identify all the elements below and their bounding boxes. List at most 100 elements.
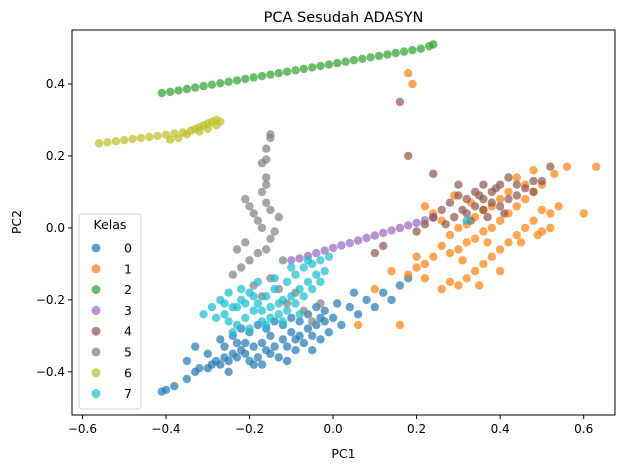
point-class-3 xyxy=(328,243,338,253)
point-class-5 xyxy=(266,133,275,143)
y-tick-label: 0.4 xyxy=(46,77,65,91)
point-class-2 xyxy=(383,50,392,59)
point-class-1 xyxy=(408,79,417,89)
point-class-2 xyxy=(166,87,175,97)
point-class-1 xyxy=(562,162,572,171)
point-class-4 xyxy=(529,176,538,186)
point-class-6 xyxy=(166,135,175,144)
point-class-4 xyxy=(437,205,446,215)
point-class-6 xyxy=(182,130,192,139)
point-class-7 xyxy=(287,263,296,272)
point-class-2 xyxy=(282,67,292,76)
point-class-1 xyxy=(454,281,463,290)
point-class-1 xyxy=(495,245,505,254)
point-class-3 xyxy=(370,231,379,240)
point-class-5 xyxy=(237,263,246,272)
point-class-3 xyxy=(353,236,363,245)
point-class-5 xyxy=(262,180,271,189)
point-class-0 xyxy=(387,295,396,305)
point-class-0 xyxy=(232,338,242,348)
point-class-0 xyxy=(316,313,325,323)
point-class-2 xyxy=(191,83,200,92)
point-class-0 xyxy=(170,382,179,391)
point-class-1 xyxy=(370,284,379,294)
point-class-0 xyxy=(224,367,233,376)
point-class-7 xyxy=(316,256,325,265)
point-class-5 xyxy=(245,202,254,211)
point-class-7 xyxy=(199,310,208,319)
point-class-7 xyxy=(266,313,275,323)
point-class-1 xyxy=(483,238,492,247)
point-class-1 xyxy=(454,223,463,233)
point-class-7 xyxy=(257,306,267,315)
point-class-0 xyxy=(232,353,242,362)
point-class-1 xyxy=(420,202,430,211)
point-class-7 xyxy=(211,313,221,323)
point-class-0 xyxy=(249,342,258,351)
point-class-1 xyxy=(404,69,413,78)
point-class-0 xyxy=(266,349,275,358)
point-class-6 xyxy=(174,133,183,143)
point-class-1 xyxy=(516,238,526,247)
point-class-5 xyxy=(308,317,317,326)
plot-area xyxy=(94,40,601,396)
point-class-0 xyxy=(337,320,346,330)
legend-title: Kelas xyxy=(94,217,127,232)
point-class-4 xyxy=(483,212,492,222)
point-class-1 xyxy=(550,169,559,179)
point-class-1 xyxy=(462,238,471,247)
y-tick-label: −0.4 xyxy=(36,365,65,379)
point-class-1 xyxy=(437,241,446,251)
point-class-7 xyxy=(249,292,258,301)
point-class-1 xyxy=(529,166,538,175)
point-class-5 xyxy=(316,299,325,308)
point-class-6 xyxy=(145,132,154,142)
point-class-7 xyxy=(262,320,271,330)
point-class-1 xyxy=(512,173,521,182)
point-class-1 xyxy=(470,266,480,276)
point-class-0 xyxy=(182,356,192,366)
point-class-1 xyxy=(470,234,480,243)
point-class-0 xyxy=(224,356,233,366)
point-class-4 xyxy=(379,241,388,251)
point-class-2 xyxy=(174,86,183,95)
point-class-1 xyxy=(487,252,496,261)
point-class-4 xyxy=(412,227,421,236)
legend-label-3: 3 xyxy=(124,303,132,318)
point-class-5 xyxy=(253,248,263,258)
x-axis: −0.6 −0.4 −0.2 0.0 0.2 0.4 0.6 xyxy=(68,415,593,436)
point-class-3 xyxy=(337,241,346,250)
point-class-6 xyxy=(195,127,204,136)
point-class-0 xyxy=(324,328,334,337)
point-class-1 xyxy=(420,274,430,283)
legend-marker-7 xyxy=(91,389,101,399)
legend-marker-4 xyxy=(91,326,101,336)
point-class-4 xyxy=(495,202,505,211)
point-class-0 xyxy=(257,338,267,348)
y-tick-label: 0.2 xyxy=(46,149,65,163)
point-class-0 xyxy=(216,335,225,344)
legend-marker-0 xyxy=(91,243,101,253)
point-class-4 xyxy=(470,202,480,211)
point-class-7 xyxy=(462,216,471,225)
point-class-0 xyxy=(395,281,405,290)
point-class-0 xyxy=(287,328,296,337)
point-class-0 xyxy=(278,335,288,344)
point-class-0 xyxy=(270,342,279,351)
point-class-1 xyxy=(495,266,505,276)
point-class-6 xyxy=(111,137,121,146)
point-class-5 xyxy=(266,234,275,243)
point-class-0 xyxy=(328,313,338,323)
point-class-1 xyxy=(387,266,396,276)
point-class-2 xyxy=(341,57,350,66)
legend-label-1: 1 xyxy=(124,261,132,276)
point-class-2 xyxy=(266,70,275,79)
point-class-1 xyxy=(445,230,455,240)
point-class-7 xyxy=(224,288,233,297)
point-class-3 xyxy=(287,256,296,265)
point-class-0 xyxy=(282,356,292,366)
point-class-4 xyxy=(458,205,467,215)
point-class-4 xyxy=(454,191,463,200)
point-class-5 xyxy=(257,223,267,233)
point-class-2 xyxy=(391,48,400,58)
